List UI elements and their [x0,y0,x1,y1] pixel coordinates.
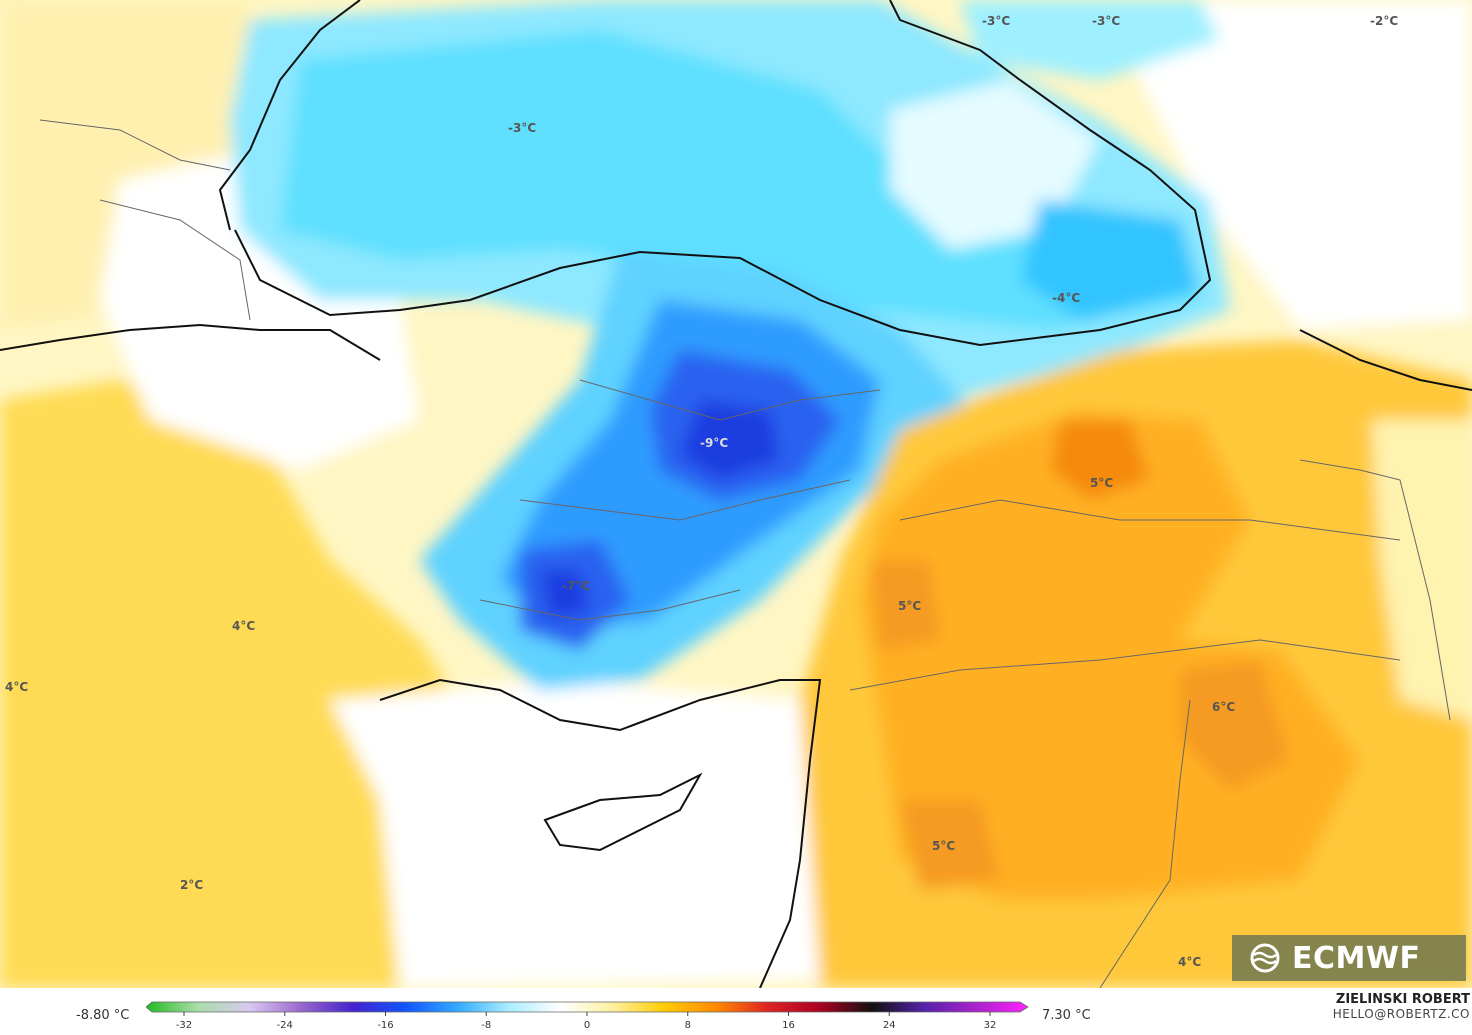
scale-tick-label: 0 [584,1020,590,1031]
north-coast [218,0,361,231]
black-sea-coast [234,0,1212,347]
scale-tick-label: 16 [782,1020,795,1031]
temp-label: -7°C [562,579,590,593]
temp-label: 2°C [180,878,203,892]
temp-label: 4°C [232,619,255,633]
caspian-border [1299,329,1472,391]
levant-coast [759,859,801,988]
scale-tick-label: -32 [176,1020,192,1031]
temp-label: -3°C [508,121,536,135]
aegean-coast [0,323,381,361]
temp-label: 5°C [898,599,921,613]
borders [39,119,1451,988]
ecmwf-logo: ECMWF [1232,935,1466,981]
temp-label: 5°C [1090,476,1113,490]
legend-max-value: 7.30 °C [1042,1008,1091,1023]
color-scale-bar [146,1001,1029,1013]
temperature-labels: -3°C -3°C -3°C -2°C -4°C -9°C -7°C 5°C 5… [5,14,1398,969]
scale-tick-label: 32 [984,1020,997,1031]
temp-label: -3°C [1092,14,1120,28]
scale-tick-label: 8 [685,1020,691,1031]
scale-tick-label: 24 [883,1020,896,1031]
temp-label: -9°C [700,436,728,450]
ecmwf-emblem-icon [1250,943,1280,973]
temp-label: -3°C [982,14,1010,28]
temp-label: -4°C [1052,291,1080,305]
credits: ZIELINSKI ROBERT HELLO@ROBERTZ.CO [1333,992,1470,1021]
ecmwf-logo-text: ECMWF [1292,940,1421,976]
scale-tick-label: -8 [481,1020,491,1031]
color-scale-ticks: -32 -24 -16 -8 0 8 16 24 32 [176,1012,997,1031]
coastlines [0,0,1472,988]
scale-tick-label: -24 [277,1020,293,1031]
anatolia-south-coast [379,678,822,861]
color-scale: -32 -24 -16 -8 0 8 16 24 32 [146,1001,1029,1031]
temp-label: 6°C [1212,700,1235,714]
scale-tick-label: -16 [377,1020,393,1031]
legend-min-value: -8.80 °C [76,1008,130,1023]
legend-footer: -8.80 °C -32 -24 -16 -8 0 8 16 24 32 7.30 °C ZIE… [0,988,1472,1035]
author-email: HELLO@ROBERTZ.CO [1332,1007,1470,1021]
temp-label: -2°C [1370,14,1398,28]
temp-label: 5°C [932,839,955,853]
cyprus-coast [543,772,703,852]
author-name: ZIELINSKI ROBERT [1335,992,1470,1007]
temp-label: 4°C [1178,955,1201,969]
temperature-map: -3°C -3°C -3°C -2°C -4°C -9°C -7°C 5°C 5… [0,0,1472,988]
temperature-field [0,0,1472,988]
temp-label: 4°C [5,680,28,694]
